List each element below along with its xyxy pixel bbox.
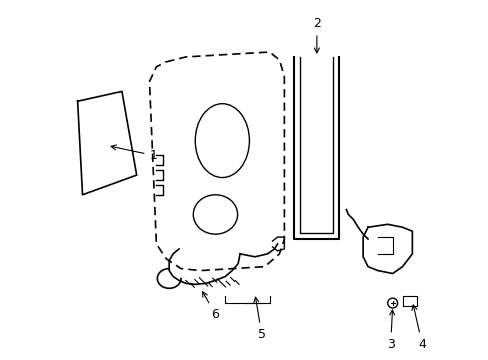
Text: 4: 4 (411, 305, 425, 351)
Text: 5: 5 (253, 297, 265, 341)
Text: 1: 1 (111, 145, 157, 162)
Text: 6: 6 (202, 292, 219, 321)
Text: 3: 3 (386, 310, 394, 351)
Text: 2: 2 (312, 17, 320, 53)
